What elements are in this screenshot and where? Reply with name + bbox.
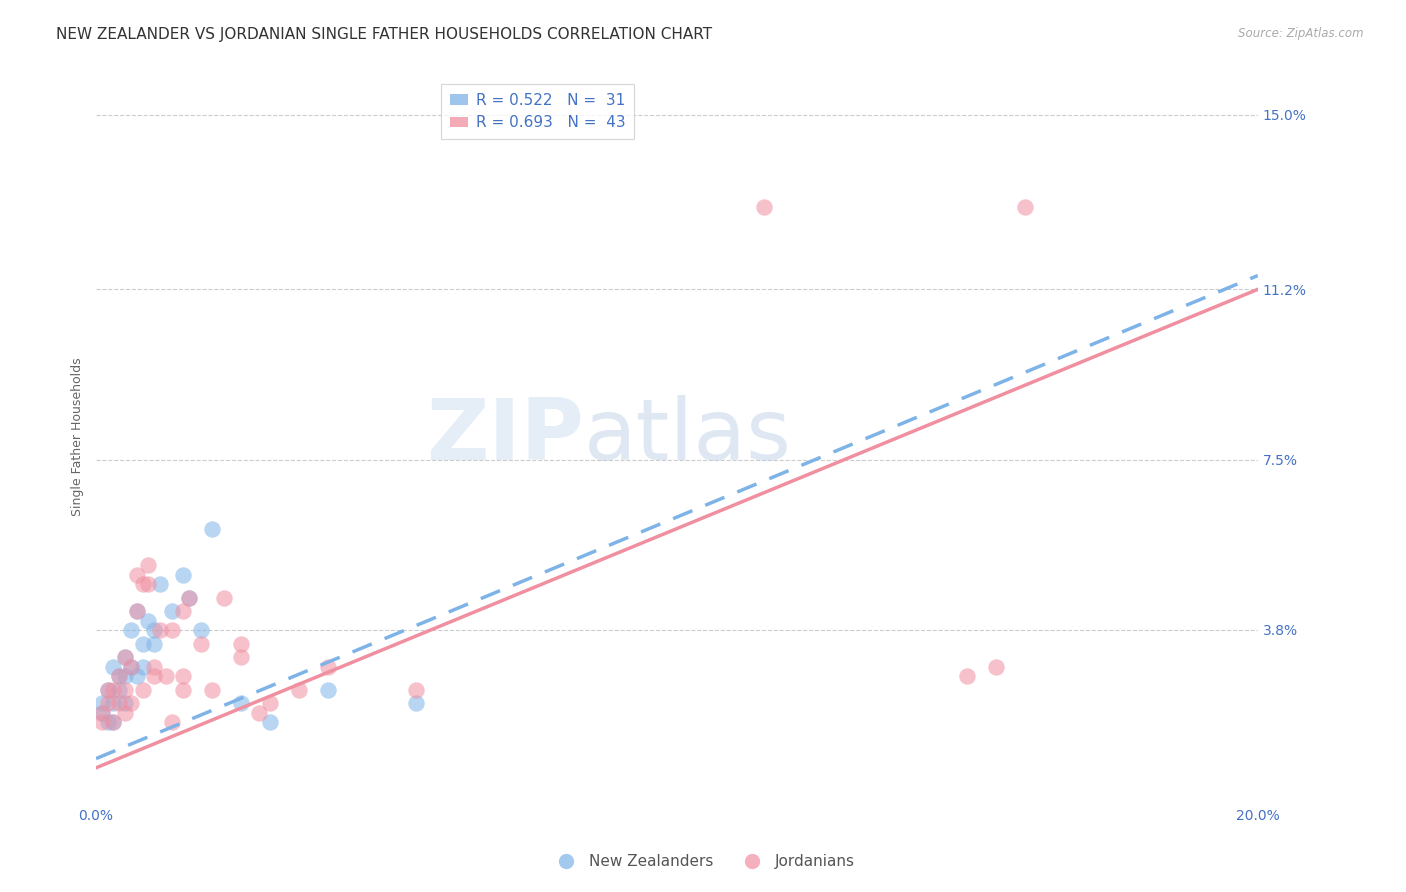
Point: [103, 714, 125, 729]
Point: [108, 669, 131, 683]
Point: [103, 682, 125, 697]
Point: [172, 682, 194, 697]
Point: [172, 604, 194, 618]
Point: [90, 706, 112, 720]
Y-axis label: Single Father Households: Single Father Households: [72, 358, 84, 516]
Point: [114, 669, 136, 683]
Point: [247, 706, 270, 720]
Point: [120, 623, 142, 637]
Point: [90, 697, 112, 711]
Point: [190, 623, 212, 637]
Point: [90, 714, 112, 729]
Point: [125, 567, 148, 582]
Point: [201, 522, 224, 536]
Point: [177, 591, 200, 605]
Point: [177, 591, 200, 605]
Point: [231, 637, 253, 651]
Point: [259, 714, 281, 729]
Point: [114, 650, 136, 665]
Point: [212, 591, 235, 605]
Point: [114, 682, 136, 697]
Point: [1014, 200, 1036, 214]
Point: [149, 576, 172, 591]
Point: [97, 697, 120, 711]
Point: [201, 682, 224, 697]
Point: [136, 576, 159, 591]
Point: [143, 623, 166, 637]
Point: [97, 682, 120, 697]
Point: [125, 669, 148, 683]
Point: [103, 659, 125, 673]
Point: [131, 576, 153, 591]
Point: [160, 714, 183, 729]
Point: [136, 558, 159, 573]
Legend: New Zealanders, Jordanians: New Zealanders, Jordanians: [546, 848, 860, 875]
Point: [108, 669, 131, 683]
Point: [160, 623, 183, 637]
Point: [190, 637, 212, 651]
Point: [752, 200, 775, 214]
Point: [120, 697, 142, 711]
Point: [120, 659, 142, 673]
Point: [231, 650, 253, 665]
Text: NEW ZEALANDER VS JORDANIAN SINGLE FATHER HOUSEHOLDS CORRELATION CHART: NEW ZEALANDER VS JORDANIAN SINGLE FATHER…: [56, 27, 713, 42]
Point: [90, 706, 112, 720]
Point: [155, 669, 177, 683]
Point: [97, 714, 120, 729]
Point: [405, 697, 427, 711]
Point: [143, 637, 166, 651]
Point: [172, 567, 194, 582]
Point: [131, 682, 153, 697]
Point: [114, 650, 136, 665]
Text: atlas: atlas: [583, 395, 792, 478]
Point: [114, 706, 136, 720]
Point: [956, 669, 979, 683]
Point: [149, 623, 172, 637]
Point: [172, 669, 194, 683]
Point: [97, 682, 120, 697]
Point: [405, 682, 427, 697]
Point: [125, 604, 148, 618]
Point: [259, 697, 281, 711]
Point: [288, 682, 311, 697]
Point: [143, 659, 166, 673]
Point: [114, 697, 136, 711]
Point: [136, 614, 159, 628]
Point: [318, 682, 340, 697]
Point: [986, 659, 1008, 673]
Point: [160, 604, 183, 618]
Point: [103, 714, 125, 729]
Point: [120, 659, 142, 673]
Point: [318, 659, 340, 673]
Point: [103, 697, 125, 711]
Point: [231, 697, 253, 711]
Text: Source: ZipAtlas.com: Source: ZipAtlas.com: [1239, 27, 1364, 40]
Point: [108, 697, 131, 711]
Legend: R = 0.522   N =  31, R = 0.693   N =  43: R = 0.522 N = 31, R = 0.693 N = 43: [440, 84, 634, 139]
Point: [131, 659, 153, 673]
Point: [131, 637, 153, 651]
Text: ZIP: ZIP: [426, 395, 583, 478]
Point: [143, 669, 166, 683]
Point: [125, 604, 148, 618]
Point: [108, 682, 131, 697]
